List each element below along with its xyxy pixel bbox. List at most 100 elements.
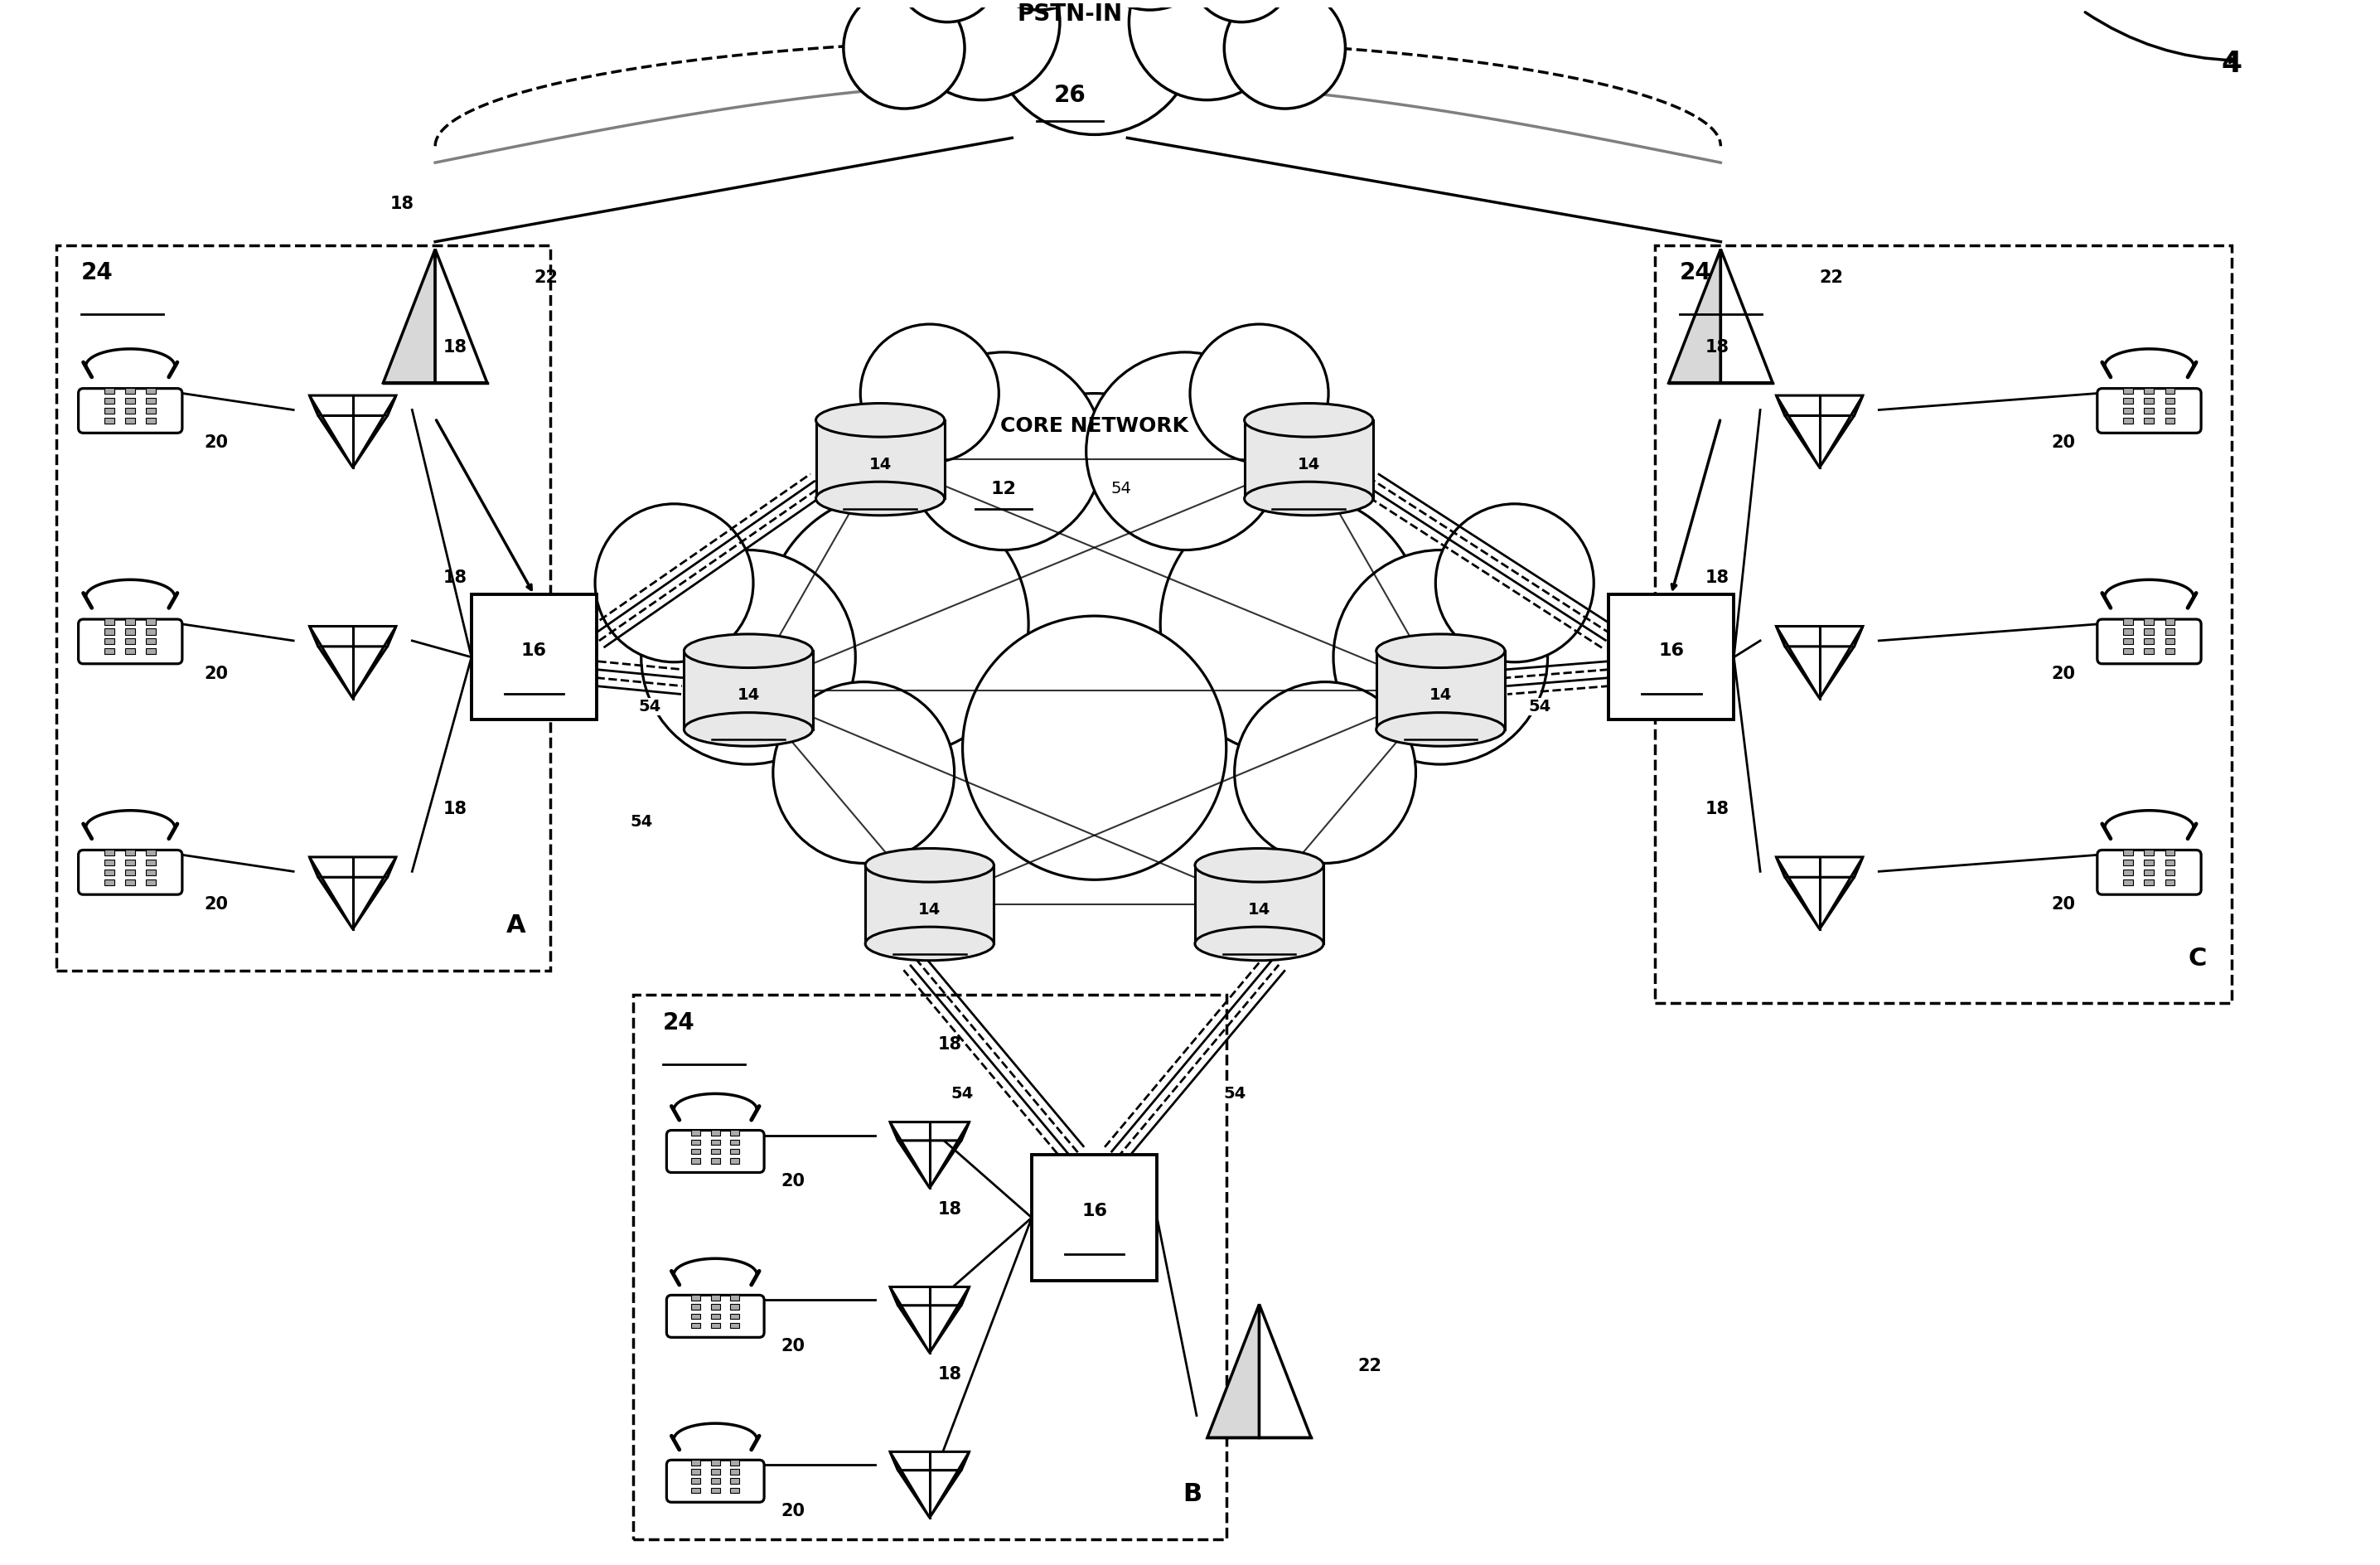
- Bar: [712, 1139, 721, 1146]
- Bar: [126, 869, 136, 875]
- Bar: [712, 1130, 721, 1136]
- Bar: [731, 1304, 740, 1310]
- Polygon shape: [1245, 419, 1373, 499]
- Circle shape: [1161, 493, 1423, 756]
- Text: 20: 20: [205, 665, 228, 682]
- FancyBboxPatch shape: [79, 850, 183, 895]
- Bar: [2144, 850, 2154, 856]
- Bar: [690, 1460, 700, 1465]
- Circle shape: [904, 0, 1059, 100]
- Bar: [126, 639, 136, 645]
- Text: 14: 14: [1297, 457, 1321, 473]
- Polygon shape: [890, 1122, 969, 1141]
- Bar: [126, 408, 136, 413]
- Bar: [126, 398, 136, 404]
- Polygon shape: [1775, 396, 1864, 416]
- Circle shape: [774, 682, 954, 864]
- Text: 54: 54: [952, 1086, 973, 1102]
- Bar: [57, 246, 550, 970]
- FancyBboxPatch shape: [2097, 388, 2202, 434]
- Polygon shape: [352, 396, 395, 468]
- FancyBboxPatch shape: [79, 388, 183, 434]
- Bar: [105, 618, 114, 624]
- Bar: [145, 388, 157, 394]
- Ellipse shape: [1245, 404, 1373, 437]
- Bar: [2123, 418, 2132, 424]
- Bar: [690, 1479, 700, 1484]
- Circle shape: [1333, 549, 1547, 764]
- Bar: [731, 1460, 740, 1465]
- Polygon shape: [1775, 626, 1864, 646]
- Bar: [145, 639, 157, 645]
- Text: 20: 20: [205, 435, 228, 451]
- Bar: [105, 639, 114, 645]
- Bar: [2123, 639, 2132, 645]
- Circle shape: [843, 0, 964, 108]
- Text: 14: 14: [738, 687, 759, 703]
- FancyBboxPatch shape: [2097, 620, 2202, 664]
- Bar: [2123, 880, 2132, 886]
- Bar: [731, 1488, 740, 1493]
- Bar: [2144, 629, 2154, 634]
- Bar: [712, 1470, 721, 1474]
- Bar: [2123, 398, 2132, 404]
- Polygon shape: [352, 626, 395, 698]
- Polygon shape: [383, 249, 436, 383]
- Text: 18: 18: [938, 1200, 962, 1218]
- Polygon shape: [1821, 858, 1864, 930]
- Text: B: B: [1183, 1482, 1202, 1506]
- Text: 20: 20: [781, 1502, 804, 1520]
- Circle shape: [990, 0, 1197, 135]
- Polygon shape: [1775, 396, 1821, 468]
- Ellipse shape: [1376, 634, 1504, 668]
- Polygon shape: [683, 651, 812, 729]
- Bar: [105, 398, 114, 404]
- Bar: [2166, 408, 2175, 413]
- Circle shape: [640, 549, 854, 764]
- Bar: [2144, 859, 2154, 865]
- Text: 24: 24: [662, 1011, 695, 1034]
- Bar: [2144, 639, 2154, 645]
- Text: 18: 18: [1704, 801, 1728, 817]
- Text: 16: 16: [1659, 642, 1685, 659]
- Polygon shape: [309, 858, 352, 930]
- Bar: [2123, 850, 2132, 856]
- Ellipse shape: [683, 712, 812, 747]
- Circle shape: [1190, 324, 1328, 463]
- Bar: [2144, 418, 2154, 424]
- Bar: [126, 859, 136, 865]
- Bar: [690, 1322, 700, 1329]
- Bar: [145, 880, 157, 886]
- Bar: [1654, 246, 2232, 1003]
- Text: 14: 14: [1247, 901, 1271, 917]
- Bar: [731, 1149, 740, 1153]
- Bar: [731, 1130, 740, 1136]
- Bar: [2123, 648, 2132, 654]
- Ellipse shape: [866, 926, 995, 961]
- Text: 14: 14: [869, 457, 892, 473]
- Bar: [145, 418, 157, 424]
- Polygon shape: [931, 1286, 969, 1352]
- Bar: [126, 418, 136, 424]
- Bar: [2166, 869, 2175, 875]
- Polygon shape: [1775, 858, 1864, 878]
- Text: 18: 18: [938, 1366, 962, 1382]
- Circle shape: [1235, 682, 1416, 864]
- Bar: [2166, 418, 2175, 424]
- Ellipse shape: [816, 482, 945, 515]
- Text: 54: 54: [1528, 698, 1552, 715]
- Bar: [712, 1304, 721, 1310]
- Bar: [2144, 648, 2154, 654]
- Bar: [690, 1313, 700, 1319]
- Polygon shape: [890, 1452, 969, 1470]
- Bar: [712, 1294, 721, 1301]
- Bar: [712, 1479, 721, 1484]
- Bar: [145, 398, 157, 404]
- Bar: [2123, 869, 2132, 875]
- Polygon shape: [931, 1122, 969, 1188]
- Polygon shape: [1195, 865, 1323, 944]
- Polygon shape: [309, 858, 395, 878]
- Bar: [2166, 880, 2175, 886]
- Polygon shape: [1207, 1304, 1259, 1438]
- Ellipse shape: [1245, 482, 1373, 515]
